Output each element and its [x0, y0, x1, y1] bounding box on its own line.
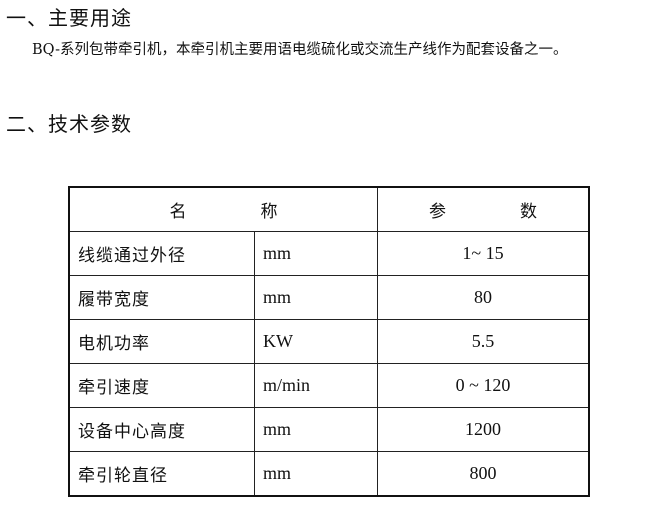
table-row: 牵引速度 m/min 0 ~ 120 [68, 363, 590, 408]
row-value: 5.5 [377, 319, 590, 364]
table-row: 线缆通过外径 mm 1~ 15 [68, 231, 590, 276]
section-1-heading: 一、主要用途 [6, 6, 132, 30]
header-name-b: 称 [260, 202, 278, 222]
row-unit: mm [254, 231, 378, 276]
row-value: 1200 [377, 407, 590, 452]
row-name: 设备中心高度 [68, 407, 255, 452]
table-row: 牵引轮直径 mm 800 [68, 451, 590, 497]
section-2-heading: 二、技术参数 [6, 112, 132, 136]
row-value: 800 [377, 451, 590, 497]
row-unit: mm [254, 451, 378, 497]
row-value: 1~ 15 [377, 231, 590, 276]
table-row: 设备中心高度 mm 1200 [68, 407, 590, 452]
row-name: 牵引速度 [68, 363, 255, 408]
row-name: 电机功率 [68, 319, 255, 364]
row-unit: mm [254, 407, 378, 452]
table-row: 履带宽度 mm 80 [68, 275, 590, 320]
header-name: 名称 [68, 186, 378, 232]
row-unit: m/min [254, 363, 378, 408]
header-param: 参数 [377, 186, 590, 232]
header-param-a: 参 [429, 202, 446, 222]
row-unit: KW [254, 319, 378, 364]
row-value: 80 [377, 275, 590, 320]
row-name: 线缆通过外径 [68, 231, 255, 276]
section-1-paragraph: BQ-系列包带牵引机，本牵引机主要用语电缆硫化或交流生产线作为配套设备之一。 [32, 42, 568, 58]
row-name: 牵引轮直径 [68, 451, 255, 497]
table-header-row: 名称 参数 [68, 186, 590, 232]
row-name: 履带宽度 [68, 275, 255, 320]
table-row: 电机功率 KW 5.5 [68, 319, 590, 364]
spec-table: 名称 参数 线缆通过外径 mm 1~ 15 履带宽度 mm 80 电机功率 KW 5.5 牵引速度… [68, 186, 590, 497]
row-value: 0 ~ 120 [377, 363, 590, 408]
header-name-a: 名 [169, 202, 187, 222]
header-param-b: 数 [520, 202, 537, 222]
row-unit: mm [254, 275, 378, 320]
